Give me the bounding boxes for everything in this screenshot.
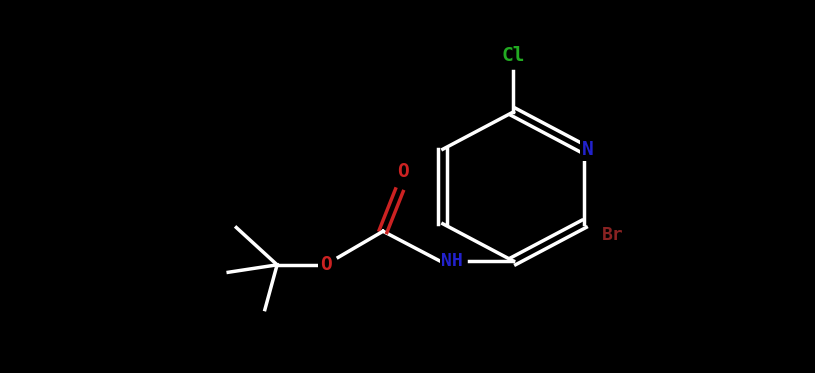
Text: NH: NH [442,252,463,270]
Text: O: O [320,256,332,274]
Text: Cl: Cl [502,47,525,65]
Text: Br: Br [601,226,623,244]
Text: N: N [582,140,594,159]
Text: O: O [398,162,409,181]
